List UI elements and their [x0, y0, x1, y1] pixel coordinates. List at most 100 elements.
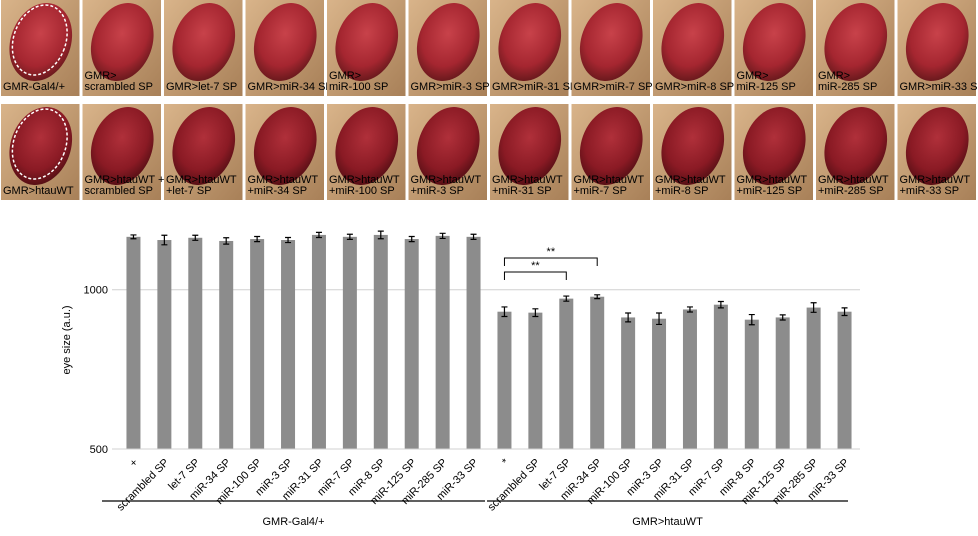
panel-label: scrambled SP — [85, 185, 153, 197]
error-bar — [717, 300, 724, 309]
bar — [435, 235, 450, 449]
panel-label: +miR-34 SP — [248, 185, 308, 197]
fly-eye — [661, 107, 725, 185]
panel-label: GMR>htauWT — [900, 174, 971, 186]
error-bar — [686, 306, 693, 313]
fly-eye — [335, 107, 399, 185]
panel-label: +miR-125 SP — [737, 185, 803, 197]
error-bar — [408, 235, 415, 243]
fly-eye — [824, 3, 888, 81]
panel-label: GMR>htauWT — [411, 174, 482, 186]
fly-eye — [498, 107, 562, 185]
panel-label: +miR-33 SP — [900, 185, 960, 197]
bar — [837, 311, 852, 449]
panel-label: GMR>htauWT — [737, 174, 808, 186]
bar — [281, 240, 296, 449]
bar — [219, 240, 234, 449]
bar — [466, 236, 481, 449]
x-tick-label: scrambled SP — [486, 457, 543, 514]
panel-label: GMR>miR-7 SP — [574, 81, 653, 93]
error-bar — [625, 312, 632, 323]
fly-eye — [416, 3, 480, 81]
error-bar — [532, 308, 539, 318]
error-bar — [470, 233, 477, 240]
panel-label: +miR-8 SP — [655, 185, 709, 197]
x-tick-label: * — [500, 456, 512, 468]
panel-label: GMR> — [818, 70, 850, 82]
panel-label: GMR>htauWT — [166, 174, 237, 186]
bar — [404, 239, 419, 449]
fly-eye — [90, 107, 154, 185]
fly-eye — [9, 107, 73, 185]
panel-label: GMR>miR-34 SP — [248, 81, 333, 93]
error-bar — [192, 234, 199, 241]
panel-label: +miR-285 SP — [818, 185, 884, 197]
fly-eye — [742, 107, 806, 185]
panel-label: GMR>miR-3 SP — [411, 81, 490, 93]
error-bar — [130, 234, 137, 240]
fly-eye — [742, 3, 806, 81]
bar — [559, 298, 574, 449]
significance-bracket — [503, 257, 598, 266]
bar — [682, 309, 697, 449]
bar — [342, 236, 357, 449]
x-tick-label: scrambled SP — [115, 457, 172, 514]
bar — [590, 296, 605, 449]
error-bar — [656, 312, 663, 326]
fly-eye — [416, 107, 480, 185]
error-bar — [594, 294, 601, 300]
fly-eye — [905, 107, 969, 185]
error-bar — [563, 295, 570, 302]
fly-eye — [335, 3, 399, 81]
panel-label: GMR>miR-8 SP — [655, 81, 734, 93]
fly-eye — [253, 107, 317, 185]
panel-label: GMR> — [329, 70, 361, 82]
x-tick-label: + — [128, 457, 141, 470]
panel-label: scrambled SP — [85, 81, 153, 93]
bar — [126, 236, 141, 449]
fly-eye — [661, 3, 725, 81]
bar — [652, 318, 667, 449]
bar — [713, 304, 728, 449]
error-bar — [315, 231, 322, 239]
group-label: GMR-Gal4/+ — [262, 516, 324, 528]
error-bar — [223, 237, 230, 245]
panel-label: GMR> — [85, 70, 117, 82]
significance-label: ** — [531, 260, 540, 272]
significance-bracket — [503, 271, 567, 280]
y-tick-label: 1000 — [84, 285, 108, 297]
bar — [497, 311, 512, 449]
bar — [188, 237, 203, 449]
significance-label: ** — [547, 246, 556, 258]
panel-label: GMR>htauWT — [574, 174, 645, 186]
panel-label: GMR>htauWT — [492, 174, 563, 186]
panel-label: GMR>htauWT — [329, 174, 400, 186]
panel-label: GMR> — [737, 70, 769, 82]
fly-eye — [172, 107, 236, 185]
error-bar — [439, 232, 446, 240]
fly-eye — [90, 3, 154, 81]
fly-eye — [579, 3, 643, 81]
group-label: GMR>htauWT — [632, 516, 703, 528]
panel-label: GMR>htauWT — [3, 185, 74, 197]
panel-label: +let-7 SP — [166, 185, 212, 197]
error-bar — [748, 313, 755, 326]
y-axis-label: eye size (a.u.) — [61, 305, 73, 374]
panel-label: GMR>let-7 SP — [166, 81, 237, 93]
error-bar — [501, 306, 508, 318]
bar — [621, 317, 636, 449]
error-bar — [346, 233, 353, 240]
eye-outline — [11, 108, 68, 180]
fly-eye — [905, 3, 969, 81]
error-bar — [377, 230, 384, 240]
fly-eye — [498, 3, 562, 81]
bar — [775, 317, 790, 449]
bar — [157, 240, 172, 449]
panel-label: +miR-7 SP — [574, 185, 628, 197]
panel-label: GMR>htauWT + — [85, 174, 165, 186]
error-bar — [810, 302, 817, 313]
panel-label: +miR-3 SP — [411, 185, 465, 197]
